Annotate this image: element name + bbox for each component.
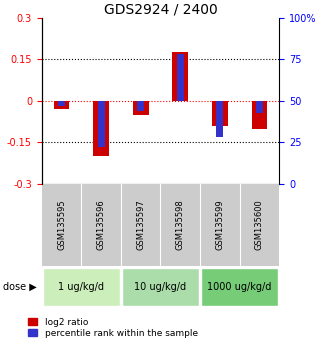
Bar: [54, 101, 69, 109]
Bar: [58, 101, 65, 106]
Text: GSM135596: GSM135596: [97, 199, 106, 250]
Bar: [98, 101, 105, 148]
Bar: [137, 101, 144, 111]
Title: GDS2924 / 2400: GDS2924 / 2400: [104, 2, 217, 17]
Bar: [216, 101, 223, 137]
Bar: [172, 52, 188, 101]
Legend: log2 ratio, percentile rank within the sample: log2 ratio, percentile rank within the s…: [27, 316, 200, 339]
Text: 1000 ug/kg/d: 1000 ug/kg/d: [207, 282, 272, 292]
Text: GSM135600: GSM135600: [255, 199, 264, 250]
Text: GSM135595: GSM135595: [57, 199, 66, 250]
Bar: [133, 101, 149, 115]
Bar: [177, 54, 184, 101]
FancyBboxPatch shape: [42, 268, 120, 306]
Text: 1 ug/kg/d: 1 ug/kg/d: [58, 282, 104, 292]
Text: 10 ug/kg/d: 10 ug/kg/d: [134, 282, 187, 292]
Bar: [93, 101, 109, 156]
Text: GSM135599: GSM135599: [215, 199, 224, 250]
FancyBboxPatch shape: [201, 268, 279, 306]
Text: GSM135597: GSM135597: [136, 199, 145, 250]
Text: dose ▶: dose ▶: [3, 282, 37, 292]
Bar: [256, 101, 263, 113]
Text: GSM135598: GSM135598: [176, 199, 185, 250]
Bar: [252, 101, 267, 129]
Bar: [212, 101, 228, 126]
FancyBboxPatch shape: [122, 268, 199, 306]
